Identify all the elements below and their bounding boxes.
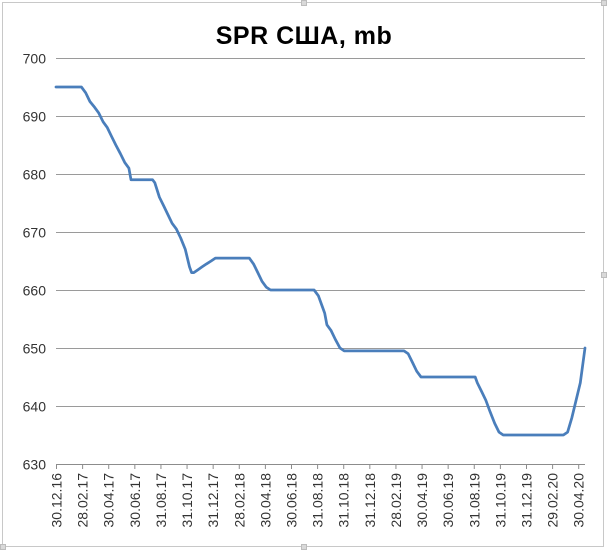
x-tick-label: 30.04.18 (257, 473, 273, 528)
x-tick-label: 31.08.18 (310, 473, 326, 528)
y-tick-label: 690 (23, 109, 47, 125)
x-tick-label: 30.04.17 (101, 473, 117, 528)
chart-title: SPR США, mb (215, 22, 393, 50)
gridlines (56, 58, 585, 465)
x-tick-label: 30.06.18 (283, 473, 299, 528)
y-tick-label: 650 (23, 341, 47, 357)
y-tick-label: 680 (23, 167, 47, 183)
y-tick-label: 670 (23, 225, 47, 241)
resize-handle-bottom-left[interactable] (0, 544, 6, 550)
x-tick-label: 28.02.19 (388, 473, 404, 528)
x-tick-label: 29.02.20 (545, 473, 561, 528)
x-axis: 30.12.16 28.02.17 30.04.17 30.06.17 31.08.17… (49, 464, 587, 528)
x-tick-label: 31.08.17 (153, 473, 169, 528)
x-tick-label: 31.12.19 (518, 473, 534, 528)
chart-frame[interactable] (2, 2, 604, 547)
resize-handle-right[interactable] (601, 272, 607, 278)
x-tick-label: 31.10.19 (492, 473, 508, 528)
resize-handle-top[interactable] (301, 0, 307, 6)
y-tick-label: 640 (23, 399, 47, 415)
x-tick-label: 30.06.19 (440, 473, 456, 528)
x-tick-label: 31.12.18 (362, 473, 378, 528)
x-tick-label: 30.12.16 (49, 473, 65, 528)
y-axis-ticks: 700 690 680 670 660 650 640 630 (23, 51, 47, 473)
x-tick-label: 28.02.18 (231, 473, 247, 528)
series-layer (54, 85, 587, 437)
x-tick-label: 28.02.17 (75, 473, 91, 528)
x-tick-label: 31.12.17 (205, 473, 221, 528)
y-tick-label: 700 (23, 51, 47, 67)
series-line-0 (54, 85, 587, 437)
x-tick-label: 31.10.17 (179, 473, 195, 528)
y-tick-label: 660 (23, 283, 47, 299)
y-tick-label: 630 (23, 457, 47, 473)
resize-handle-bottom[interactable] (301, 544, 307, 550)
x-tick-label: 31.08.19 (466, 473, 482, 528)
resize-handle-top-right[interactable] (601, 0, 607, 6)
x-tick-label: 31.10.18 (336, 473, 352, 528)
x-tick-label: 30.04.19 (414, 473, 430, 528)
x-tick-label: 30.06.17 (127, 473, 143, 528)
x-tick-label: 30.04.20 (571, 473, 587, 528)
